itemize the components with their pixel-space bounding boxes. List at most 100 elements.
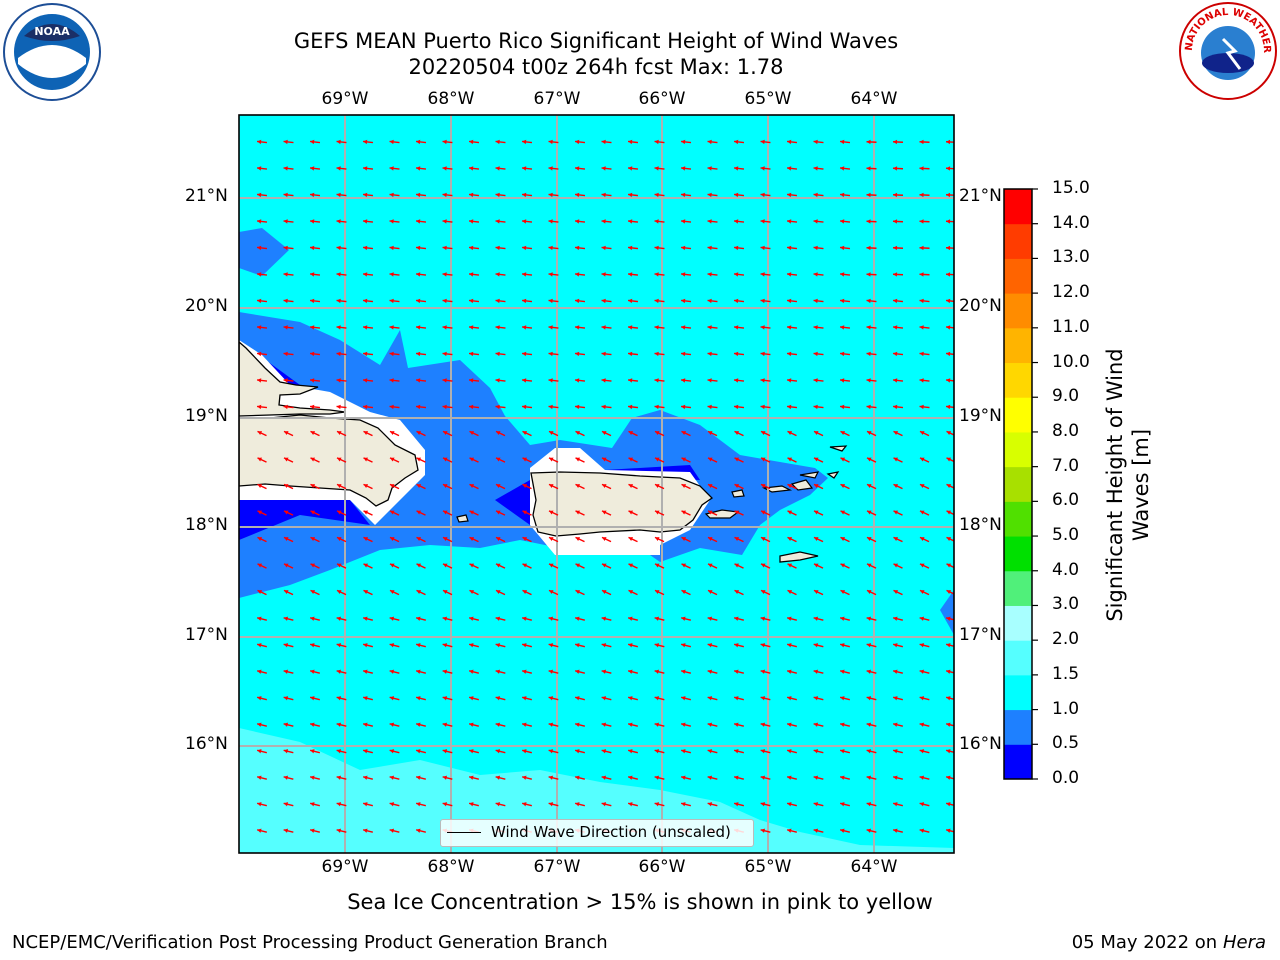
- wind-wave-arrow-head: [654, 245, 659, 251]
- wind-wave-arrow-head: [495, 537, 501, 542]
- wind-wave-arrow-head: [363, 537, 369, 542]
- wind-wave-arrow-head: [681, 775, 686, 780]
- wind-wave-arrow-head: [495, 272, 500, 277]
- colorbar-tick-label: 11.0: [1052, 316, 1090, 337]
- wind-wave-arrow-head: [257, 298, 262, 304]
- wind-wave-arrow-head: [734, 378, 739, 383]
- wind-wave-arrow-head: [919, 828, 925, 833]
- wind-wave-arrow-head: [840, 802, 845, 807]
- wind-wave-arrow-head: [707, 590, 713, 595]
- wind-wave-arrow-head: [813, 457, 819, 462]
- wind-wave-arrow-head: [336, 563, 342, 568]
- wind-wave-arrow-head: [681, 669, 686, 674]
- wind-wave-arrow-head: [601, 298, 606, 304]
- wind-wave-arrow-head: [548, 325, 553, 330]
- wave-contour-0-5: [940, 590, 954, 635]
- wind-wave-arrow-head: [840, 219, 845, 224]
- wind-wave-arrow-head: [866, 749, 872, 754]
- wind-wave-arrow-head: [469, 510, 475, 515]
- wind-wave-arrow-head: [919, 802, 925, 807]
- wind-wave-arrow-head: [469, 298, 474, 304]
- wind-wave-arrow-head: [548, 219, 553, 224]
- wind-wave-arrow-head: [389, 351, 394, 357]
- wind-wave-arrow-head: [283, 245, 288, 251]
- wind-wave-arrow-head: [548, 166, 553, 171]
- wind-wave-arrow-head: [760, 484, 766, 489]
- wind-wave-arrow-head: [707, 431, 713, 436]
- wind-wave-arrow-head: [707, 192, 712, 198]
- wind-wave-arrow-head: [601, 166, 606, 171]
- wind-wave-arrow-head: [734, 802, 739, 807]
- wind-wave-arrow-head: [893, 696, 898, 701]
- wind-wave-arrow-head: [813, 404, 818, 410]
- wave-contour-1-5: [239, 728, 954, 853]
- wind-wave-arrow-head: [760, 404, 765, 410]
- wind-wave-arrow-head: [946, 431, 952, 436]
- wind-wave-arrow-head: [760, 669, 766, 674]
- wind-wave-arrow-head: [681, 643, 686, 648]
- wind-wave-arrow-head: [654, 431, 660, 436]
- wind-wave-arrow-head: [787, 828, 792, 833]
- wind-wave-arrow-head: [866, 669, 872, 674]
- wind-wave-arrow-head: [919, 696, 925, 701]
- wind-wave-arrow-head: [363, 351, 368, 357]
- wind-wave-arrow-head: [548, 696, 554, 701]
- wind-wave-arrow-head: [283, 775, 289, 780]
- wind-wave-arrow-head: [548, 351, 553, 357]
- wind-wave-arrow-head: [681, 722, 686, 727]
- lon-label-top: 69°W: [321, 89, 369, 109]
- wind-wave-arrow-head: [469, 669, 474, 674]
- wind-wave-arrow-head: [363, 166, 368, 171]
- wind-wave-arrow-head: [522, 166, 527, 171]
- wind-wave-arrow-head: [946, 325, 951, 330]
- wind-wave-arrow-head: [363, 325, 368, 330]
- wind-wave-arrow-head: [469, 696, 474, 701]
- wind-wave-arrow-head: [919, 669, 925, 674]
- wind-wave-arrow-head: [734, 510, 740, 515]
- wind-wave-arrow-head: [389, 537, 395, 542]
- wind-wave-arrow-head: [495, 696, 501, 701]
- wind-wave-arrow-head: [628, 669, 633, 674]
- wave-contour-0-0: [239, 500, 370, 540]
- wind-wave-arrow-head: [787, 484, 793, 489]
- wind-wave-arrow-head: [840, 378, 845, 383]
- wind-wave-arrow-head: [310, 590, 316, 595]
- wind-wave-arrow-head: [283, 669, 289, 674]
- wind-wave-arrow-head: [336, 378, 341, 383]
- wind-wave-arrow-head: [628, 378, 633, 383]
- wind-wave-arrow-head: [363, 696, 368, 701]
- wind-wave-arrow-head: [469, 484, 475, 489]
- wind-wave-arrow-head: [310, 431, 316, 436]
- wind-wave-arrow-head: [548, 245, 553, 251]
- wind-wave-arrow-head: [601, 669, 607, 674]
- wind-wave-arrow-head: [575, 616, 580, 621]
- wind-wave-arrow-head: [416, 325, 421, 330]
- wind-wave-arrow-head: [363, 722, 368, 727]
- wind-wave-arrow-head: [548, 537, 554, 542]
- wind-wave-arrow-head: [283, 166, 288, 171]
- wind-wave-arrow-head: [389, 219, 394, 224]
- wind-wave-arrow-head: [283, 272, 288, 277]
- wind-wave-arrow-head: [363, 457, 369, 462]
- wind-wave-arrow-head: [363, 643, 368, 648]
- wind-wave-arrow-head: [442, 590, 448, 595]
- wind-wave-arrow-head: [495, 457, 501, 462]
- wind-wave-arrow-head: [469, 749, 474, 754]
- colorbar-tick-label: 13.0: [1052, 247, 1090, 268]
- wind-wave-arrow-head: [813, 484, 819, 489]
- colorbar-segment: [1004, 223, 1032, 259]
- wind-wave-arrow-head: [548, 749, 554, 754]
- wind-wave-arrow-head: [416, 351, 421, 357]
- wind-wave-arrow-head: [866, 192, 871, 198]
- wind-wave-arrow-head: [654, 510, 660, 515]
- wind-wave-arrow-head: [893, 510, 899, 515]
- noaa-logo-text: NOAA: [34, 25, 70, 38]
- wind-wave-arrow-head: [601, 616, 607, 621]
- wind-wave-arrow-head: [257, 749, 262, 754]
- footer-host: Hera: [1222, 932, 1266, 953]
- wind-wave-arrow-head: [681, 351, 686, 357]
- wind-wave-arrow-head: [336, 802, 342, 807]
- wind-wave-arrow-head: [575, 563, 581, 568]
- land-tortola: [799, 471, 820, 479]
- wind-wave-arrow-head: [840, 828, 845, 833]
